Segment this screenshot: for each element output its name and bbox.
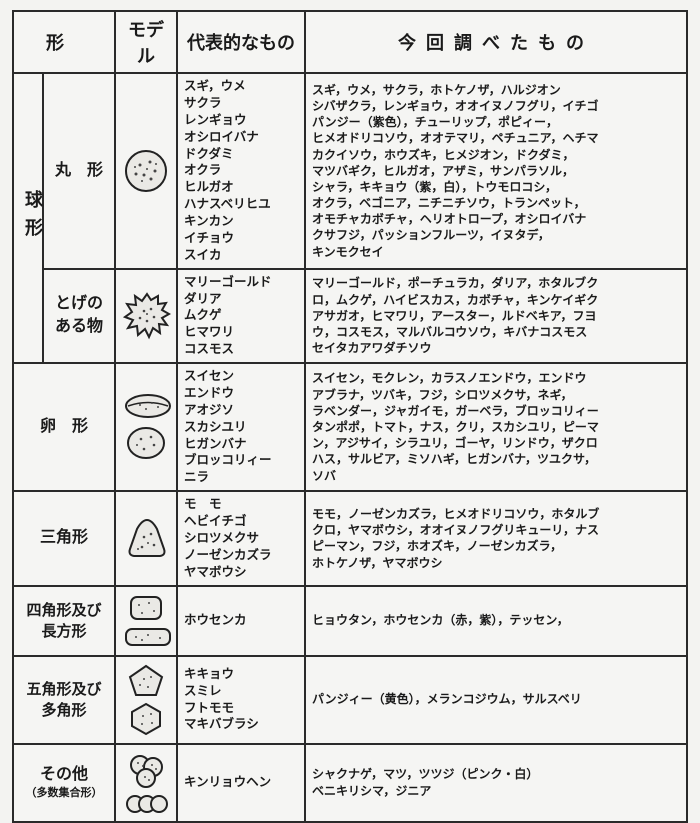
table-row: 三角形 モ モヘビイチゴシロツメクサノーゼンカズラヤマボウシ モモ，ノーゼンカズ… [13, 491, 687, 585]
study-oval: スイセン，モクレン，カラスノエンドウ，エンドウアブラナ，ツバキ，フジ，シロツメク… [305, 363, 687, 491]
model-round [115, 73, 177, 269]
rep-spiky: マリーゴールドダリアムクゲヒマワリコスモス [177, 269, 305, 363]
shape-label-oval: 卵 形 [13, 363, 115, 491]
study-triangle: モモ，ノーゼンカズラ，ヒメオドリコソウ，ホタルブクロ，ヤマボウシ，オオイヌノフグ… [305, 491, 687, 585]
table-row: 四角形及び長方形 ホウセンカ ヒョウタン，ホウセンカ（赤，紫），テッセン， [13, 586, 687, 656]
shape-label-other: その他 （多数集合形） [13, 744, 115, 822]
model-triangle [115, 491, 177, 585]
pollen-shape-table: 形 モデル 代表的なもの 今回調べたもの 球形 丸 形 スギ，ウメサクラレンギョ… [12, 10, 688, 823]
rep-triangle: モ モヘビイチゴシロツメクサノーゼンカズラヤマボウシ [177, 491, 305, 585]
hdr-shape: 形 [13, 11, 115, 73]
cluster2-icon [123, 793, 169, 815]
table-row: 卵 形 スイセンエンドウアオジソスカシユリヒガンバナブロッコリィーニラ スイセン… [13, 363, 687, 491]
hdr-studied: 今回調べたもの [305, 11, 687, 73]
oval2-icon [123, 423, 169, 463]
study-round: スギ，ウメ，サクラ，ホトケノザ，ハルジオンシバザクラ，レンギョウ，オオイヌノフグ… [305, 73, 687, 269]
triangle-icon [122, 515, 172, 561]
rep-other: キンリョウヘン [177, 744, 305, 822]
group-sphere-label: 球形 [20, 190, 46, 246]
header-row: 形 モデル 代表的なもの 今回調べたもの [13, 11, 687, 73]
circle-icon [122, 147, 170, 195]
study-rect: ヒョウタン，ホウセンカ（赤，紫），テッセン， [305, 586, 687, 656]
page-root: 形 モデル 代表的なもの 今回調べたもの 球形 丸 形 スギ，ウメサクラレンギョ… [0, 0, 700, 807]
shape-label-other-main: その他 [40, 766, 88, 783]
table-row: 球形 丸 形 スギ，ウメサクラレンギョウオシロイバナドクダミオクラヒルガオハナス… [13, 73, 687, 269]
group-sphere-cell: 球形 [13, 73, 43, 363]
oval-icon [122, 391, 174, 421]
square-icon [124, 593, 168, 623]
rep-rect: ホウセンカ [177, 586, 305, 656]
table-row: その他 （多数集合形） キンリョウヘン シャクナゲ，マツ，ツツジ（ピ [13, 744, 687, 822]
table-row: とげのある物 マリーゴールドダリアムクゲヒマワリコスモス マリーゴールド，ポーチ… [13, 269, 687, 363]
model-spiky [115, 269, 177, 363]
rep-polygon: キキョウスミレフトモモマキバブラシ [177, 656, 305, 744]
rectangle-icon [122, 625, 174, 649]
rep-oval: スイセンエンドウアオジソスカシユリヒガンバナブロッコリィーニラ [177, 363, 305, 491]
study-other: シャクナゲ，マツ，ツツジ（ピンク・白）ベニキリシマ，ジニア [305, 744, 687, 822]
study-polygon: パンジィー（黄色），メランコジウム，サルスベリ [305, 656, 687, 744]
shape-label-polygon: 五角形及び多角形 [13, 656, 115, 744]
shape-label-rect: 四角形及び長方形 [13, 586, 115, 656]
study-spiky: マリーゴールド，ポーチュラカ，ダリア，ホタルブクロ，ムクゲ，ハイビスカス，カボチ… [305, 269, 687, 363]
pentagon-icon [126, 663, 166, 699]
hdr-model: モデル [115, 11, 177, 73]
shape-label-spiky: とげのある物 [43, 269, 115, 363]
shape-label-round: 丸 形 [43, 73, 115, 269]
table-row: 五角形及び多角形 キキョウスミレフトモモマキバブラシ パンジィー（黄色），メラン… [13, 656, 687, 744]
spiky-icon [122, 291, 172, 341]
hdr-representative: 代表的なもの [177, 11, 305, 73]
rep-round: スギ，ウメサクラレンギョウオシロイバナドクダミオクラヒルガオハナスベリヒユキンカ… [177, 73, 305, 269]
hexagon-icon [126, 701, 166, 737]
shape-label-other-sub: （多数集合形） [20, 786, 108, 801]
shape-label-triangle: 三角形 [13, 491, 115, 585]
model-polygon [115, 656, 177, 744]
cluster-icon [123, 751, 169, 791]
model-rect [115, 586, 177, 656]
model-other [115, 744, 177, 822]
model-oval [115, 363, 177, 491]
